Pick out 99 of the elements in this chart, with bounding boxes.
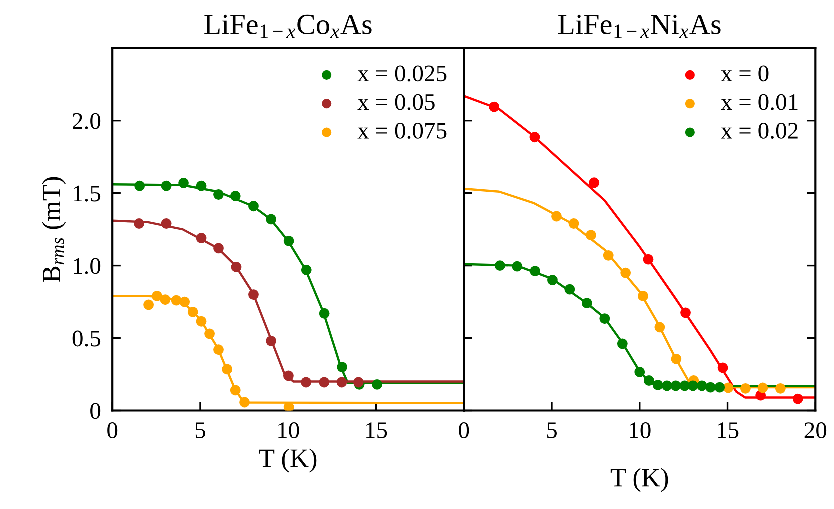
legend-label: x = 0.01 [721, 94, 798, 110]
point [372, 379, 383, 390]
point [301, 377, 312, 388]
point [680, 308, 691, 318]
x-tick-label: 15 [718, 422, 739, 438]
point [634, 366, 646, 378]
point [603, 250, 614, 261]
chart-title: LiFe$_{1−x}$Co$_{x}$As [204, 14, 372, 38]
point [589, 178, 600, 188]
point [214, 190, 224, 200]
point [284, 402, 294, 411]
point [266, 214, 277, 225]
y-tick-label: 2.0 [73, 113, 101, 130]
point [512, 261, 523, 272]
point [654, 322, 666, 333]
point [301, 264, 312, 276]
point [196, 180, 207, 192]
legend-label: x = 0.025 [358, 66, 447, 82]
point [564, 284, 576, 295]
point [171, 295, 182, 306]
x-tick-label: 0 [459, 422, 470, 438]
x-tick-label: 5 [547, 422, 557, 438]
point [152, 291, 162, 302]
legend-label: x = 0 [721, 66, 769, 82]
point [204, 328, 215, 340]
chart-title: LiFe$_{1−x}$Ni$_{x}$As [558, 14, 721, 38]
point [723, 382, 734, 394]
point [586, 230, 596, 241]
x-tick-label: 5 [196, 422, 206, 438]
point [222, 364, 233, 375]
point [319, 308, 330, 319]
point [160, 294, 171, 306]
point [688, 380, 698, 392]
point [617, 338, 628, 350]
point [134, 218, 145, 229]
point [706, 382, 716, 393]
point [644, 376, 654, 386]
x-tick-label: 10 [278, 422, 300, 438]
point [758, 382, 768, 394]
point [530, 266, 541, 277]
point [188, 306, 198, 318]
point [643, 254, 654, 265]
x-tick-label: 15 [366, 422, 388, 438]
legend-label: x = 0.05 [358, 94, 435, 110]
legend-label: x = 0.02 [721, 122, 798, 140]
point [214, 243, 224, 254]
point [620, 268, 632, 278]
point [489, 102, 500, 112]
point [638, 291, 648, 302]
point [266, 336, 277, 346]
point [214, 344, 224, 356]
point [714, 382, 726, 393]
point [178, 178, 189, 188]
point [284, 236, 294, 246]
point [696, 380, 708, 392]
point [240, 397, 250, 408]
x-tick-label: 10 [630, 422, 651, 438]
x-axis-title: T (K) [610, 468, 668, 492]
point [196, 233, 207, 244]
point [582, 298, 592, 309]
y-tick-label: 1.0 [74, 258, 101, 274]
point [231, 262, 242, 272]
point [248, 201, 259, 212]
point [718, 362, 728, 374]
y-tick-label: 0.5 [72, 330, 101, 347]
point [248, 290, 259, 300]
point [161, 180, 172, 192]
y-tick-label: 1.5 [74, 186, 101, 202]
point [230, 385, 241, 396]
point [494, 260, 506, 272]
legend-label: x = 0.075 [358, 122, 447, 140]
point [680, 380, 690, 392]
point [740, 384, 751, 394]
point [319, 377, 330, 388]
point [161, 218, 172, 229]
point [671, 354, 682, 364]
x-tick-label: 20 [804, 422, 827, 438]
x-axis-title: T (K) [259, 448, 317, 473]
y-axis-title: B$_{rms}$ (mT) [42, 177, 66, 282]
point [568, 218, 580, 229]
point [196, 316, 207, 327]
point [134, 180, 146, 192]
x-tick-label: 0 [108, 422, 118, 438]
point [180, 296, 190, 308]
point [336, 377, 348, 388]
point [283, 370, 294, 382]
point [230, 191, 241, 202]
point [652, 380, 664, 390]
point [552, 211, 562, 222]
y-tick-label: 0 [90, 403, 101, 420]
point [337, 362, 348, 372]
point [775, 384, 786, 394]
point [547, 275, 558, 286]
point [600, 314, 610, 324]
point [662, 380, 672, 392]
point [530, 132, 540, 143]
point [792, 394, 804, 404]
point [670, 380, 682, 392]
point [144, 300, 154, 310]
